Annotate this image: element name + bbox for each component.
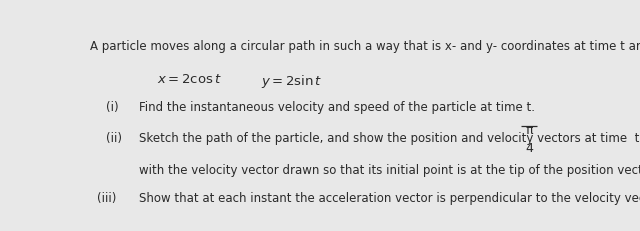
Text: (iii): (iii)	[97, 192, 116, 205]
Text: (ii): (ii)	[106, 132, 122, 145]
Text: 4: 4	[525, 142, 533, 155]
Text: (i): (i)	[106, 101, 118, 114]
Text: with the velocity vector drawn so that its initial point is at the tip of the po: with the velocity vector drawn so that i…	[138, 164, 640, 177]
Text: Sketch the path of the particle, and show the position and velocity vectors at t: Sketch the path of the particle, and sho…	[138, 132, 640, 145]
Text: π: π	[525, 124, 532, 137]
Text: Find the instantaneous velocity and speed of the particle at time t.: Find the instantaneous velocity and spee…	[138, 101, 534, 114]
Text: $y = 2\mathrm{sin}\,t$: $y = 2\mathrm{sin}\,t$	[261, 73, 323, 90]
Text: $x = 2\mathrm{cos}\,t$: $x = 2\mathrm{cos}\,t$	[157, 73, 222, 86]
Text: A particle moves along a circular path in such a way that is x- and y- coordinat: A particle moves along a circular path i…	[90, 40, 640, 53]
Text: Show that at each instant the acceleration vector is perpendicular to the veloci: Show that at each instant the accelerati…	[138, 192, 640, 205]
